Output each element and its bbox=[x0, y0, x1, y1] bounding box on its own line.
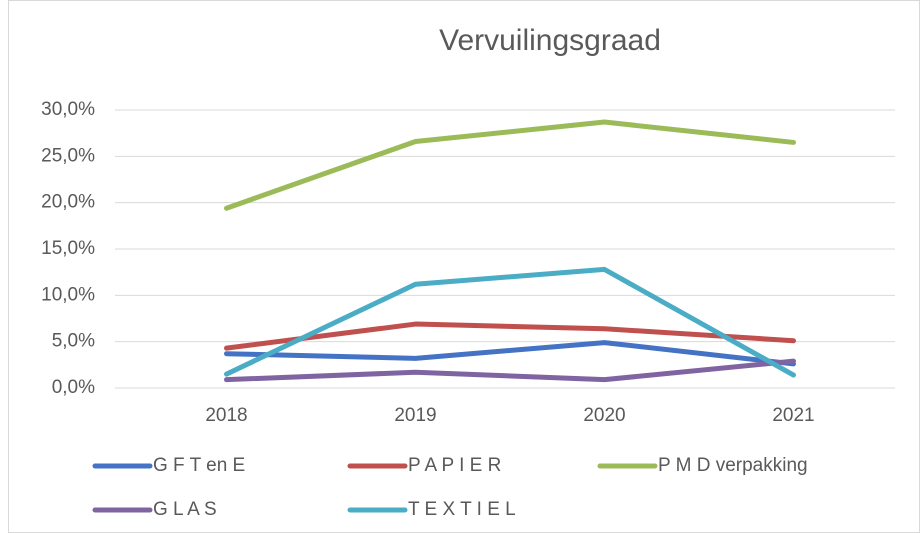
y-tick-label: 30,0% bbox=[41, 99, 95, 120]
legend-label: P A P I E R bbox=[408, 455, 501, 476]
y-tick-label: 10,0% bbox=[41, 284, 95, 305]
y-tick-label: 0,0% bbox=[52, 377, 95, 398]
series-line bbox=[224, 266, 796, 378]
series-line bbox=[224, 358, 796, 383]
x-tick-label: 2019 bbox=[394, 405, 436, 426]
x-tick-label: 2021 bbox=[772, 405, 814, 426]
chart-title: Vervuilingsgraad bbox=[439, 24, 661, 57]
legend-label: T E X T I E L bbox=[408, 499, 516, 520]
x-tick-label: 2018 bbox=[205, 405, 247, 426]
series-line bbox=[224, 119, 796, 211]
series-line bbox=[224, 321, 796, 351]
y-tick-label: 25,0% bbox=[41, 145, 95, 166]
chart-border bbox=[8, 0, 920, 533]
y-tick-label: 20,0% bbox=[41, 192, 95, 213]
y-tick-label: 5,0% bbox=[52, 331, 95, 352]
series-line bbox=[224, 340, 796, 367]
legend-label: G L A S bbox=[153, 499, 217, 520]
x-tick-label: 2020 bbox=[583, 405, 625, 426]
y-tick-label: 15,0% bbox=[41, 238, 95, 259]
legend-label: G F T en E bbox=[153, 455, 245, 476]
legend-label: P M D verpakking bbox=[658, 455, 808, 476]
